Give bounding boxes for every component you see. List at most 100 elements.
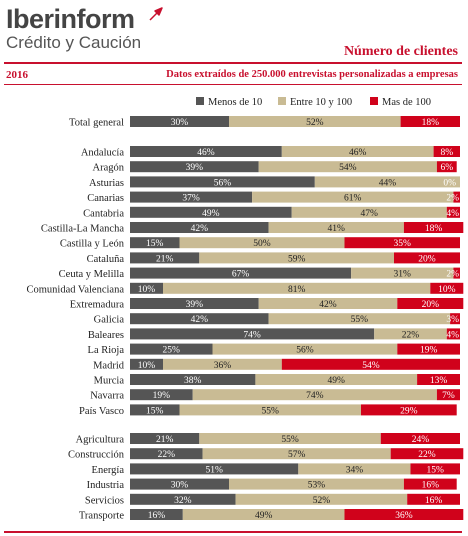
data-label: 4% [446,330,459,340]
bar-segment [268,313,451,325]
footer-rule [4,531,462,533]
bar-segment [130,237,180,249]
bar-segment [281,146,434,157]
category-label: Canarias [87,193,124,204]
bar-segment [436,161,457,173]
data-label: 22% [418,450,436,460]
brand-tagline: Crédito y Caución [6,33,142,52]
data-label: 15% [146,406,164,416]
data-label: 19% [420,346,438,356]
bar-segment [410,463,460,475]
bar-segment [403,478,457,490]
bar-segment [130,176,315,188]
legend-label: Mas de 100 [382,97,431,108]
bar-segment [130,358,163,370]
data-label: 42% [191,224,209,234]
data-label: 59% [288,254,306,264]
bar-segment [252,191,454,203]
data-label: 30% [171,481,189,491]
data-label: 18% [422,118,440,128]
bar-segment [130,389,193,401]
data-label: 49% [328,376,346,386]
bar-segment [130,252,200,264]
category-label: Total general [69,118,124,129]
bar-segment [255,374,418,385]
data-label: 34% [346,465,364,475]
bar-segment [390,448,464,460]
bar-segment [130,374,256,385]
data-label: 10% [138,285,156,295]
bar-segment [394,252,460,264]
bar-segment [450,313,460,325]
bar-segment [403,222,464,233]
data-label: 42% [191,315,209,325]
subheader-rule [4,84,462,85]
bar-segment [130,191,253,203]
data-label: 16% [425,496,443,506]
data-label: 36% [214,361,232,371]
category-label: País Vasco [79,406,124,417]
category-label: Ceuta y Melilla [59,269,125,280]
data-label: 10% [138,361,156,371]
data-label: 49% [255,511,273,521]
bar-segment [229,116,401,127]
bar-segment [182,509,345,520]
category-label: Comunidad Valenciana [27,284,125,295]
brand-logo: Iberinform Crédito y Caución [6,4,163,52]
bar-segment [130,343,213,355]
legend-swatch [196,97,204,105]
data-label: 18% [425,224,443,234]
bar-segment [374,328,447,340]
bar-segment [130,433,200,444]
bar-segment [344,237,460,249]
data-label: 55% [281,435,299,445]
bar-segment [130,328,375,340]
bar-segment [433,146,460,157]
bar-segment [179,237,345,249]
bar-segment [212,343,398,355]
category-label: Energía [92,465,125,476]
category-label: Galicia [94,315,125,326]
data-label: 37% [182,194,200,204]
category-label: Cataluña [87,254,125,265]
bar-segment [397,298,464,309]
data-label: 39% [186,300,204,310]
bar-segment [192,389,437,401]
bar-segment [130,298,259,309]
bar-segment [229,478,404,490]
bar-segment [436,389,460,401]
data-label: 54% [362,361,380,371]
category-label: Construcción [68,450,125,461]
data-label: 57% [288,450,306,460]
arrow-logo-icon [149,7,163,21]
data-label: 35% [394,239,412,249]
bar-segment [314,176,460,188]
legend-swatch [278,97,286,105]
bar-segment [407,493,460,505]
data-label: 19% [153,391,171,401]
bar-segment [130,463,299,475]
brand-name: Iberinform [6,4,135,34]
data-label: 67% [232,270,250,280]
data-label: 55% [351,315,369,325]
category-label: Industria [87,480,125,491]
bar-segment [344,509,464,520]
data-label: 31% [394,270,412,280]
category-label: Castilla-La Mancha [41,224,124,235]
data-label: 0% [443,178,456,188]
data-label: 32% [174,496,192,506]
bar-segment [453,267,460,279]
category-label: Cantabria [83,208,124,219]
category-label: Navarra [90,391,124,402]
bar-segment [130,404,180,416]
category-label: Extremadura [70,300,125,311]
data-label: 38% [184,376,202,386]
data-label: 6% [440,163,453,173]
data-label: 21% [156,435,174,445]
data-label: 16% [422,481,440,491]
data-label: 50% [253,239,271,249]
bar-segment [258,161,437,173]
data-label: 52% [306,118,324,128]
data-label: 15% [427,465,445,475]
data-label: 21% [156,254,174,264]
